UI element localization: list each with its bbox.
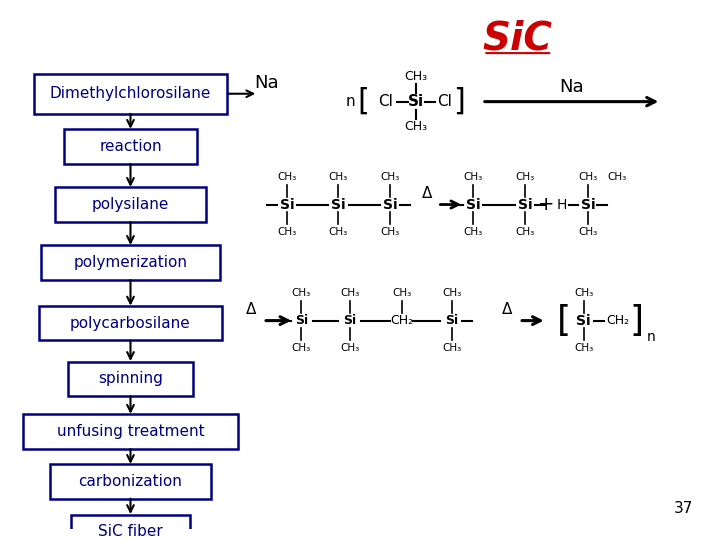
Text: Si: Si [343,314,356,327]
FancyBboxPatch shape [68,361,193,396]
Text: Si: Si [581,198,595,212]
Text: +: + [539,195,554,214]
Text: CH₃: CH₃ [380,227,400,237]
FancyBboxPatch shape [50,464,211,499]
Text: CH₃: CH₃ [607,172,626,182]
Text: polysilane: polysilane [92,197,169,212]
Text: carbonization: carbonization [78,474,182,489]
Text: Si: Si [445,314,459,327]
Text: CH₃: CH₃ [464,172,483,182]
FancyBboxPatch shape [71,515,189,540]
Text: Dimethylchlorosilane: Dimethylchlorosilane [50,86,211,101]
Text: spinning: spinning [98,371,163,386]
FancyBboxPatch shape [39,306,222,340]
Text: Na: Na [254,74,279,92]
Text: [: [ [358,87,369,116]
Text: Δ: Δ [421,186,432,201]
Text: Si: Si [331,198,346,212]
Text: CH₃: CH₃ [574,288,593,298]
Text: CH₃: CH₃ [277,172,297,182]
Text: H: H [557,198,567,212]
FancyBboxPatch shape [34,74,228,113]
Text: Cl: Cl [437,94,452,109]
Text: CH₃: CH₃ [380,172,400,182]
Text: polymerization: polymerization [73,255,187,270]
Text: ]: ] [453,87,465,116]
Text: Cl: Cl [378,94,392,109]
Text: CH₃: CH₃ [392,288,411,298]
Text: CH₃: CH₃ [405,70,428,83]
Text: Si: Si [294,314,307,327]
Text: Na: Na [559,78,584,96]
Text: CH₃: CH₃ [578,172,598,182]
Text: CH₃: CH₃ [516,172,534,182]
Text: ]: ] [629,303,643,338]
Text: polycarbosilane: polycarbosilane [70,316,191,331]
Text: Si: Si [518,198,532,212]
Text: CH₃: CH₃ [405,120,428,133]
Text: Δ: Δ [246,301,256,316]
Text: Si: Si [279,198,294,212]
FancyBboxPatch shape [41,245,220,280]
Text: 37: 37 [674,501,693,516]
Text: CH₃: CH₃ [516,227,534,237]
Text: CH₂: CH₂ [607,314,630,327]
FancyBboxPatch shape [55,187,206,222]
Text: Si: Si [577,314,591,328]
Text: CH₃: CH₃ [442,288,462,298]
Text: [: [ [557,303,571,338]
Text: Δ: Δ [502,301,512,316]
FancyBboxPatch shape [23,414,238,449]
Text: reaction: reaction [99,139,162,154]
Text: CH₃: CH₃ [329,172,348,182]
Text: n: n [346,94,356,109]
Text: CH₃: CH₃ [341,343,359,353]
Text: n: n [647,330,656,345]
Text: SiC: SiC [483,19,553,57]
Text: CH₃: CH₃ [464,227,483,237]
Text: CH₃: CH₃ [574,343,593,353]
FancyBboxPatch shape [64,130,197,164]
Text: CH₃: CH₃ [329,227,348,237]
Text: CH₂: CH₂ [390,314,413,327]
Text: CH₃: CH₃ [292,343,311,353]
Text: unfusing treatment: unfusing treatment [57,424,204,439]
Text: CH₃: CH₃ [277,227,297,237]
Text: Si: Si [408,94,424,109]
Text: CH₃: CH₃ [341,288,359,298]
Text: Si: Si [383,198,397,212]
Text: SiC fiber: SiC fiber [98,524,163,539]
Text: CH₃: CH₃ [578,227,598,237]
Text: CH₃: CH₃ [292,288,311,298]
Text: CH₃: CH₃ [442,343,462,353]
Text: Si: Si [466,198,481,212]
